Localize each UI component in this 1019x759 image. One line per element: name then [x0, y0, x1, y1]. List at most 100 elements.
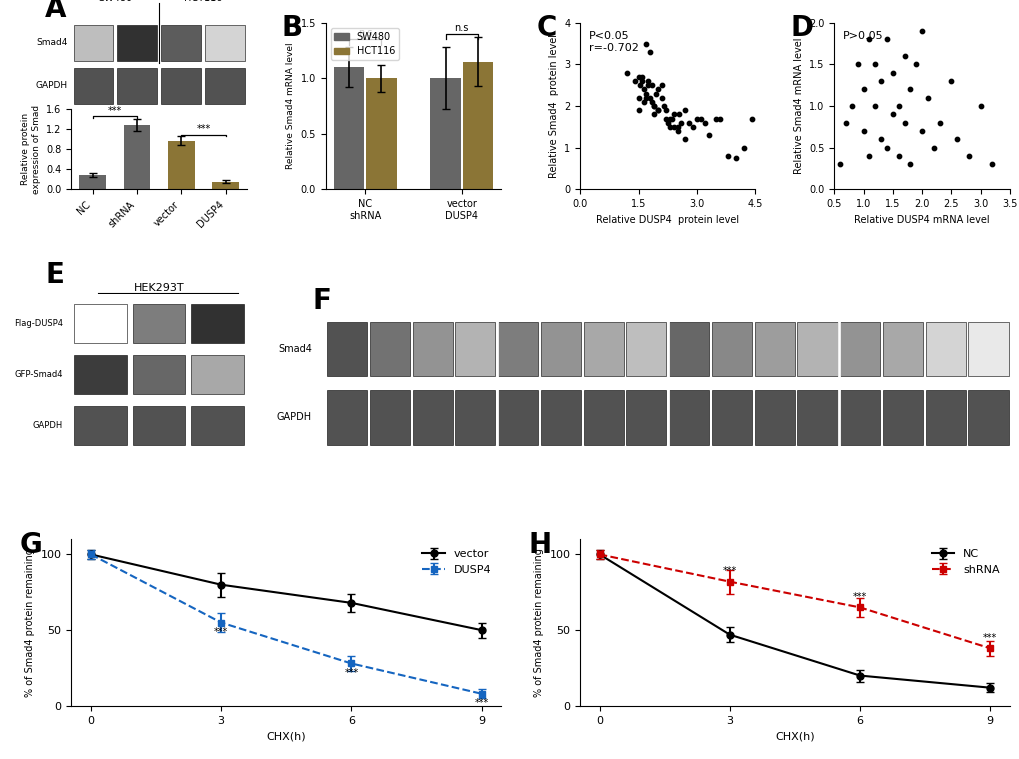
Point — [948, 134, 964, 146]
Point — [634, 71, 650, 83]
Point — [677, 134, 693, 146]
Point — [641, 46, 657, 58]
Bar — [73, 68, 113, 104]
Bar — [626, 390, 665, 445]
Text: GAPDH: GAPDH — [36, 81, 68, 90]
Y-axis label: Relative Smad4  protein level: Relative Smad4 protein level — [548, 34, 558, 178]
Legend: vector, DUSP4: vector, DUSP4 — [418, 545, 495, 579]
Point — [649, 104, 665, 116]
Point — [883, 67, 900, 79]
Bar — [497, 390, 538, 445]
Bar — [79, 175, 106, 190]
Point — [685, 121, 701, 133]
Bar — [797, 322, 837, 376]
Bar — [366, 78, 396, 190]
Bar — [454, 322, 495, 376]
Point — [653, 92, 669, 104]
Point — [677, 104, 693, 116]
Text: n.s: n.s — [454, 23, 469, 33]
Point — [860, 150, 876, 162]
Point — [640, 79, 656, 91]
Point — [636, 96, 652, 108]
Text: B: B — [281, 14, 303, 43]
Point — [688, 112, 704, 124]
Bar — [117, 25, 157, 61]
X-axis label: Relative DUSP4 mRNA level: Relative DUSP4 mRNA level — [854, 215, 989, 225]
Point — [655, 100, 672, 112]
Text: H: H — [528, 531, 551, 559]
Text: Smad4: Smad4 — [278, 344, 312, 354]
Bar — [132, 304, 185, 343]
Point — [843, 100, 859, 112]
Point — [668, 125, 685, 137]
Point — [634, 75, 650, 87]
Point — [645, 100, 661, 112]
Bar — [412, 322, 452, 376]
Legend: SW480, HCT116: SW480, HCT116 — [330, 27, 398, 60]
Point — [696, 117, 712, 129]
X-axis label: CHX(h): CHX(h) — [266, 731, 306, 741]
Bar — [967, 322, 1008, 376]
Text: NC: NC — [77, 126, 93, 142]
Text: G: G — [19, 531, 43, 559]
Bar — [540, 390, 581, 445]
Bar — [412, 390, 452, 445]
Point — [971, 100, 987, 112]
Bar — [333, 68, 364, 190]
Point — [728, 152, 744, 164]
Point — [630, 104, 646, 116]
Point — [643, 96, 659, 108]
Point — [855, 83, 871, 96]
Point — [632, 79, 648, 91]
Point — [647, 87, 663, 99]
Y-axis label: Relative protein
expression of Smad: Relative protein expression of Smad — [21, 105, 41, 194]
Point — [735, 142, 751, 154]
Text: ***: *** — [108, 106, 122, 116]
Bar — [924, 322, 965, 376]
X-axis label: CHX(h): CHX(h) — [774, 731, 814, 741]
Bar — [168, 140, 195, 190]
Point — [919, 92, 935, 104]
Point — [657, 104, 674, 116]
Point — [983, 159, 1000, 171]
Point — [657, 112, 674, 124]
Point — [619, 67, 635, 79]
Bar — [192, 304, 244, 343]
Bar — [797, 390, 837, 445]
Bar — [123, 125, 150, 190]
Bar — [132, 406, 185, 446]
Text: HEK293T: HEK293T — [133, 282, 184, 293]
Bar — [192, 406, 244, 446]
Bar — [754, 390, 794, 445]
Bar — [754, 322, 794, 376]
Point — [630, 92, 646, 104]
Bar — [74, 354, 126, 394]
Text: D: D — [790, 14, 813, 43]
Bar — [205, 25, 245, 61]
Bar — [882, 390, 922, 445]
Bar — [626, 322, 665, 376]
Point — [645, 100, 661, 112]
Point — [668, 121, 685, 133]
Bar — [370, 322, 410, 376]
Text: ***: *** — [982, 633, 997, 643]
Text: GFP-Smad4: GFP-Smad4 — [14, 370, 62, 379]
Text: vector: vector — [154, 126, 180, 153]
Point — [907, 58, 923, 71]
Text: P<0.05
r=-0.702: P<0.05 r=-0.702 — [588, 31, 638, 52]
Point — [662, 112, 679, 124]
Text: ***: *** — [474, 698, 488, 708]
Point — [707, 112, 723, 124]
Bar — [840, 322, 879, 376]
Point — [641, 92, 657, 104]
Point — [866, 58, 882, 71]
Point — [896, 50, 912, 62]
Text: Flag-DUSP4: Flag-DUSP4 — [13, 319, 62, 328]
Y-axis label: % of Smad4 protein remaining: % of Smad4 protein remaining — [25, 548, 35, 697]
Bar — [74, 406, 126, 446]
Point — [849, 58, 865, 71]
Point — [661, 121, 678, 133]
Bar — [711, 322, 751, 376]
Bar — [540, 322, 581, 376]
Bar — [132, 354, 185, 394]
